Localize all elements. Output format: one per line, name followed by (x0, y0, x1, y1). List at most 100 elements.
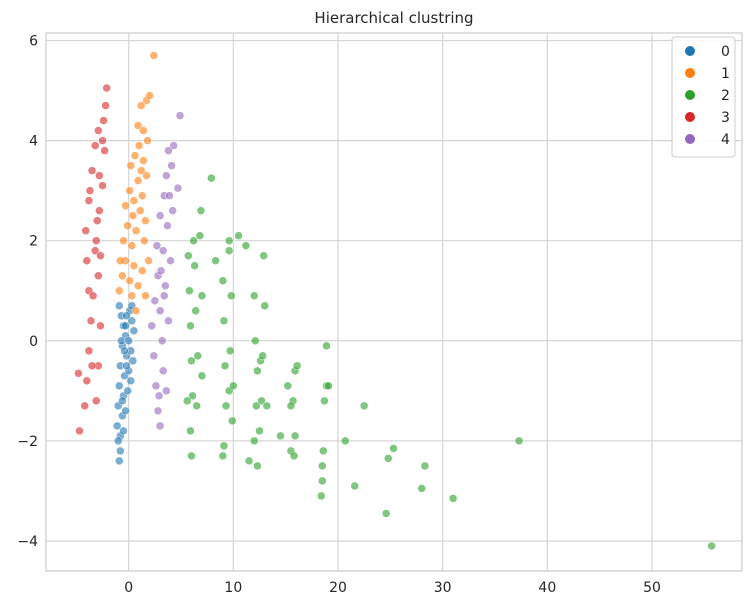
data-point (173, 183, 183, 193)
data-point (87, 361, 97, 371)
data-point (420, 461, 430, 471)
data-point (189, 236, 198, 245)
data-point (381, 509, 391, 518)
data-point (359, 401, 369, 411)
data-point (162, 171, 171, 180)
data-point (145, 91, 154, 100)
data-point (124, 336, 133, 346)
data-point (224, 236, 234, 245)
data-point (118, 396, 127, 406)
data-point (514, 436, 524, 446)
data-point (130, 151, 140, 160)
data-point (131, 306, 141, 316)
data-point (161, 281, 170, 290)
data-point (121, 321, 130, 331)
data-point (228, 416, 237, 426)
data-point (123, 386, 132, 396)
data-point (116, 256, 125, 265)
data-point (143, 136, 152, 145)
data-point (94, 126, 103, 135)
data-point (95, 171, 104, 180)
data-point (220, 361, 230, 371)
data-point (95, 206, 104, 215)
data-point (227, 291, 236, 300)
data-point (197, 291, 207, 300)
data-point (115, 301, 124, 311)
data-point (140, 236, 149, 245)
legend-label: 3 (721, 110, 730, 126)
data-point (82, 376, 92, 386)
data-point (126, 161, 136, 170)
data-point (162, 386, 171, 396)
data-point (127, 291, 137, 300)
data-point (133, 121, 143, 130)
data-point (149, 51, 159, 60)
plot-frame (45, 32, 743, 572)
data-point (707, 541, 716, 551)
legend-marker (685, 90, 695, 100)
data-point (154, 391, 164, 401)
data-point (129, 261, 139, 270)
data-point (75, 426, 84, 436)
legend-marker (685, 46, 695, 56)
data-point (186, 321, 195, 331)
data-point (86, 316, 96, 326)
data-point (168, 206, 177, 215)
data-point (116, 446, 125, 456)
data-point (93, 216, 102, 225)
legend-marker (685, 134, 695, 144)
data-point (320, 396, 329, 406)
legend-marker (685, 68, 695, 78)
data-point (118, 271, 127, 280)
data-point (115, 286, 124, 295)
legend-label: 1 (721, 66, 730, 82)
data-point (133, 281, 143, 290)
data-point (219, 441, 229, 451)
data-point (219, 316, 229, 326)
series-2 (183, 173, 716, 551)
data-point (276, 431, 285, 441)
data-point (221, 401, 231, 411)
y-tick-label: −2 (17, 434, 38, 450)
data-point (262, 401, 272, 411)
data-point (448, 494, 458, 503)
data-point (115, 381, 124, 391)
data-point (183, 396, 192, 406)
legend-label: 0 (721, 44, 730, 60)
data-point (289, 451, 299, 461)
y-tick-label: 2 (29, 234, 38, 250)
data-point (119, 426, 128, 436)
data-point (139, 126, 148, 135)
data-point (121, 201, 130, 210)
data-point (128, 356, 138, 366)
data-point (138, 266, 147, 275)
data-point (322, 341, 331, 351)
data-point (129, 196, 139, 205)
data-point (125, 276, 134, 285)
data-point (341, 436, 350, 446)
data-point (127, 241, 137, 250)
data-point (383, 454, 393, 463)
data-point (191, 306, 200, 316)
data-point (128, 211, 138, 220)
data-point (129, 326, 139, 336)
data-point (253, 366, 262, 376)
data-point (186, 426, 195, 436)
data-point (250, 291, 259, 300)
legend-box (671, 36, 736, 158)
data-point (144, 256, 153, 265)
series-0 (112, 301, 139, 466)
data-point (350, 481, 360, 491)
data-point (149, 351, 159, 361)
y-tick-label: 6 (29, 34, 38, 50)
data-point (96, 321, 105, 331)
data-point (290, 431, 300, 441)
data-point (90, 141, 100, 150)
data-point (157, 336, 167, 346)
data-point (99, 116, 108, 125)
data-point (139, 156, 148, 165)
y-tick-label: −4 (17, 534, 38, 550)
data-point (389, 444, 398, 453)
data-point (224, 246, 234, 255)
data-point (318, 476, 327, 486)
